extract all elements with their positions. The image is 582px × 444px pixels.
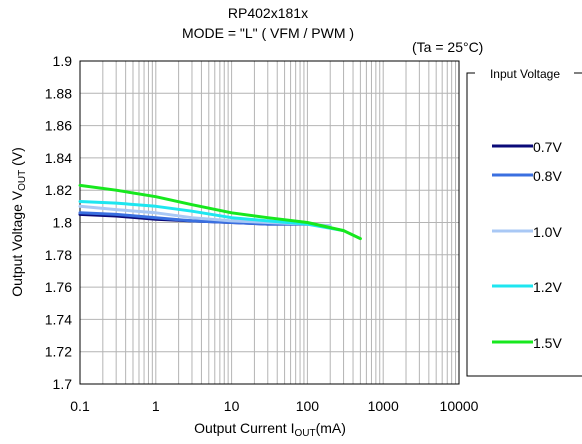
y-tick-label: 1.74 [45, 311, 72, 327]
x-tick-label: 1000 [368, 398, 399, 414]
x-tick-label: 10000 [440, 398, 479, 414]
x-tick-label: 100 [296, 398, 320, 414]
y-tick-label: 1.86 [45, 118, 72, 134]
y-tick-label: 1.8 [53, 215, 73, 231]
legend-frame [466, 72, 582, 377]
legend-label-1.0V: 1.0V [533, 224, 562, 240]
legend-label-1.2V: 1.2V [533, 279, 562, 295]
y-tick-labels: 1.7 1.72 1.74 1.76 1.78 1.8 1.82 1.84 1.86 1.88 1.… [45, 53, 72, 392]
x-axis-label: Output Current IOUT(mA) [194, 420, 346, 439]
legend: Input Voltage 0.7V 0.8V 1.0V 1.2V 1.5V [466, 67, 582, 377]
y-tick-label: 1.76 [45, 279, 72, 295]
series-line-1.5V [78, 183, 362, 241]
temperature-annotation: (Ta = 25°C) [412, 39, 483, 55]
x-tick-label: 10 [224, 398, 240, 414]
plot-frame [79, 60, 460, 385]
legend-title: Input Voltage [490, 67, 560, 81]
x-tick-label: 0.1 [70, 398, 90, 414]
series-group [78, 183, 362, 241]
y-tick-label: 1.9 [53, 53, 73, 69]
y-tick-label: 1.84 [45, 150, 72, 166]
legend-label-0.8V: 0.8V [533, 168, 562, 184]
y-tick-label: 1.82 [45, 182, 72, 198]
y-tick-label: 1.88 [45, 85, 72, 101]
x-tick-label: 1 [152, 398, 160, 414]
x-tick-labels: 0.1 1 10 100 1000 10000 [70, 398, 478, 414]
chart-title-line2: MODE = "L" ( VFM / PWM ) [182, 25, 354, 41]
chart-title-line1: RP402x181x [228, 5, 308, 21]
y-tick-label: 1.78 [45, 247, 72, 263]
y-axis-label: Output Voltage VOUT (V) [9, 147, 28, 297]
series-line-1.2V [78, 200, 346, 233]
legend-label-0.7V: 0.7V [533, 139, 562, 155]
y-tick-label: 1.7 [53, 376, 73, 392]
y-tick-label: 1.72 [45, 344, 72, 360]
legend-label-1.5V: 1.5V [533, 335, 562, 351]
